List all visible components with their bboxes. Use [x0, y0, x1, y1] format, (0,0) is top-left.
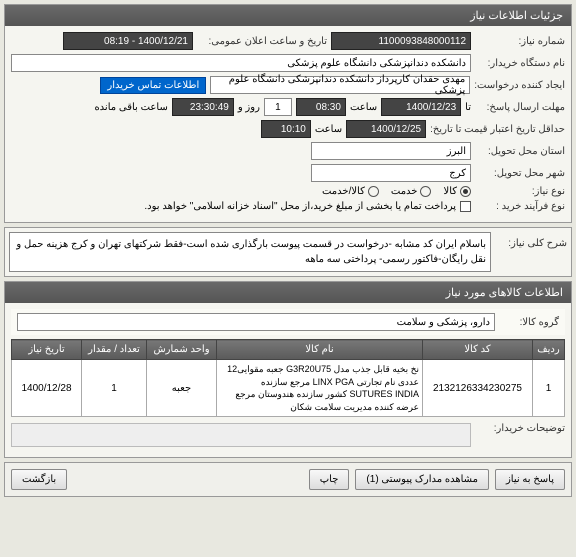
action-button-row: پاسخ به نیاز مشاهده مدارک پیوستی (1) چاپ… [4, 462, 572, 497]
goods-panel-body: گروه کالا: دارو، پزشکی و سلامت ردیف کد ک… [5, 303, 571, 457]
time-label-1: ساعت [350, 102, 377, 113]
province-label: استان محل تحویل: [475, 146, 565, 157]
radio-icon [420, 186, 431, 197]
need-type-both-label: کالا/خدمت [322, 186, 365, 197]
city-label: شهر محل تحویل: [475, 168, 565, 179]
validity-time: 10:10 [261, 120, 311, 138]
validity-label: حداقل تاریخ اعتبار قیمت تا تاریخ: [430, 124, 565, 135]
panel-header: جزئیات اطلاعات نیاز [5, 5, 571, 26]
creator-label: ایجاد کننده درخواست: [474, 80, 565, 91]
back-button[interactable]: بازگشت [11, 469, 67, 490]
need-type-goods-radio[interactable]: کالا [443, 186, 471, 197]
cell-name: نخ بخیه قابل جذب مدل G3R20U75 جعبه مقوای… [217, 360, 423, 417]
table-row: 1 2132126334230275 نخ بخیه قابل جذب مدل … [12, 360, 565, 417]
validity-date: 1400/12/25 [346, 120, 426, 138]
goods-table: ردیف کد کالا نام کالا واحد شمارش تعداد /… [11, 339, 565, 417]
table-header-row: ردیف کد کالا نام کالا واحد شمارش تعداد /… [12, 340, 565, 360]
need-no-value: 1100093848000112 [331, 32, 471, 50]
purchase-type-label: نوع فرآیند خرید : [475, 201, 565, 212]
day-label: روز و [238, 102, 260, 113]
province-value: البرز [311, 142, 471, 160]
time-label-2: ساعت [315, 124, 342, 135]
need-type-radio-group: کالا خدمت کالا/خدمت [322, 186, 471, 197]
group-label: گروه کالا: [499, 317, 559, 328]
group-value: دارو، پزشکی و سلامت [17, 313, 495, 331]
need-type-service-radio[interactable]: خدمت [391, 186, 432, 197]
attachments-button[interactable]: مشاهده مدارک پیوستی (1) [355, 469, 489, 490]
panel-body: شماره نیاز: 1100093848000112 تاریخ و ساع… [5, 26, 571, 222]
remain-time: 23:30:49 [172, 98, 234, 116]
cell-idx: 1 [533, 360, 565, 417]
cell-unit: جعبه [147, 360, 217, 417]
purchase-note: پرداخت تمام یا بخشی از مبلغ خرید،از محل … [144, 201, 456, 212]
radio-icon [460, 186, 471, 197]
cell-code: 2132126334230275 [423, 360, 533, 417]
deadline-time: 08:30 [296, 98, 346, 116]
need-details-panel: جزئیات اطلاعات نیاز شماره نیاز: 11000938… [4, 4, 572, 223]
print-button[interactable]: چاپ [309, 469, 350, 490]
reply-button[interactable]: پاسخ به نیاز [495, 469, 565, 490]
need-type-label: نوع نیاز: [475, 186, 565, 197]
col-code: کد کالا [423, 340, 533, 360]
col-idx: ردیف [533, 340, 565, 360]
need-type-goods-label: کالا [443, 186, 457, 197]
buyer-notes-box [11, 423, 471, 447]
need-type-both-radio[interactable]: کالا/خدمت [322, 186, 379, 197]
city-value: کرج [311, 164, 471, 182]
buyer-org-value: دانشکده دندانپزشکی دانشگاه علوم پزشکی [11, 54, 471, 72]
col-unit: واحد شمارش [147, 340, 217, 360]
creator-value: مهدی حقدان کارپرداز دانشکده دندانپزشکی د… [210, 76, 470, 94]
deadline-date: 1400/12/23 [381, 98, 461, 116]
cell-qty: 1 [82, 360, 147, 417]
need-type-service-label: خدمت [391, 186, 418, 197]
announce-label: تاریخ و ساعت اعلان عمومی: [197, 36, 327, 47]
radio-icon [368, 186, 379, 197]
deadline-until: تا [465, 102, 471, 113]
desc-text: باسلام ایران کد مشابه -درخواست در قسمت پ… [9, 232, 491, 272]
desc-label: شرح کلی نیاز: [497, 232, 567, 272]
goods-info-panel: اطلاعات کالاهای مورد نیاز گروه کالا: دار… [4, 281, 572, 458]
goods-panel-header: اطلاعات کالاهای مورد نیاز [5, 282, 571, 303]
need-no-label: شماره نیاز: [475, 36, 565, 47]
buyer-org-label: نام دستگاه خریدار: [475, 58, 565, 69]
purchase-checkbox[interactable] [460, 201, 471, 212]
remain-label: ساعت باقی مانده [94, 102, 167, 113]
cell-date: 1400/12/28 [12, 360, 82, 417]
col-name: نام کالا [217, 340, 423, 360]
buyer-notes-label: توضیحات خریدار: [475, 423, 565, 434]
deadline-label: مهلت ارسال پاسخ: [475, 102, 565, 113]
col-date: تاریخ نیاز [12, 340, 82, 360]
col-qty: تعداد / مقدار [82, 340, 147, 360]
contact-buyer-button[interactable]: اطلاعات تماس خریدار [100, 77, 206, 94]
announce-value: 1400/12/21 - 08:19 [63, 32, 193, 50]
need-desc-panel: شرح کلی نیاز: باسلام ایران کد مشابه -درخ… [4, 227, 572, 277]
remain-days: 1 [264, 98, 292, 116]
